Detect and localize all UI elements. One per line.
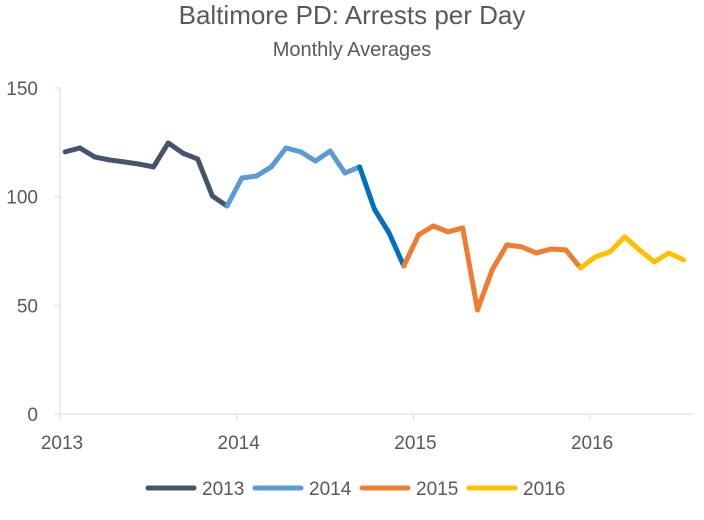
series-2013-segment [151,140,171,170]
series-2013-segment [195,156,215,199]
series-2016-segment [607,234,628,255]
series-2015-segment [430,223,451,235]
legend-label-2015: 2015 [416,479,458,500]
series-2014-segment [283,145,304,155]
series-2015-segment [474,267,495,313]
chart-title: Baltimore PD: Arrests per Day [179,0,526,30]
series-2014-segment [254,164,274,179]
y-tick-label: 50 [17,296,38,317]
series-2013-segment [209,193,230,209]
series-2015-segment [519,244,539,256]
legend-label-2014: 2014 [309,479,352,500]
y-tick-label: 0 [27,405,38,426]
series-2014-segment [312,148,333,164]
series-2013-segment [165,140,186,156]
series-2015-segment [460,225,480,313]
x-tick-label: 2013 [41,433,83,454]
series-2016-segment [622,234,642,253]
series-2014-segment [327,148,348,176]
series-2014-segment [371,206,392,236]
x-tick-label: 2014 [218,433,261,454]
chart-subtitle: Monthly Averages [273,39,432,61]
series-2014-segment [298,149,318,164]
series-2015-segment [533,246,554,256]
series-2016-segment [636,247,657,265]
legend-label-2016: 2016 [523,479,565,500]
series-2015-segment [445,225,466,235]
series-2015-segment [416,223,436,238]
series-2016-segment [578,254,598,271]
series-2013-segment [77,145,98,160]
y-tick-label: 150 [6,79,38,100]
series-2015-segment [563,247,584,271]
series-2014-segment [268,145,289,170]
series-2014-segment [342,164,363,176]
series-2014-segment [357,164,377,212]
series-2016-segment [666,250,687,263]
series-2016-segment [592,249,613,260]
series-2013-segment [92,154,112,163]
x-tick-label: 2015 [394,433,436,454]
series-2013-segment [180,150,201,162]
legend-label-2013: 2013 [202,479,244,500]
series-2015-segment [489,242,510,273]
series-2014-segment [224,175,245,209]
y-tick-label: 100 [6,188,38,209]
series-2013-segment [62,145,83,155]
series-2016-segment [651,250,672,265]
series-2014-segment [386,230,407,269]
x-tick-label: 2016 [571,433,613,454]
series-2015-segment [401,232,422,269]
